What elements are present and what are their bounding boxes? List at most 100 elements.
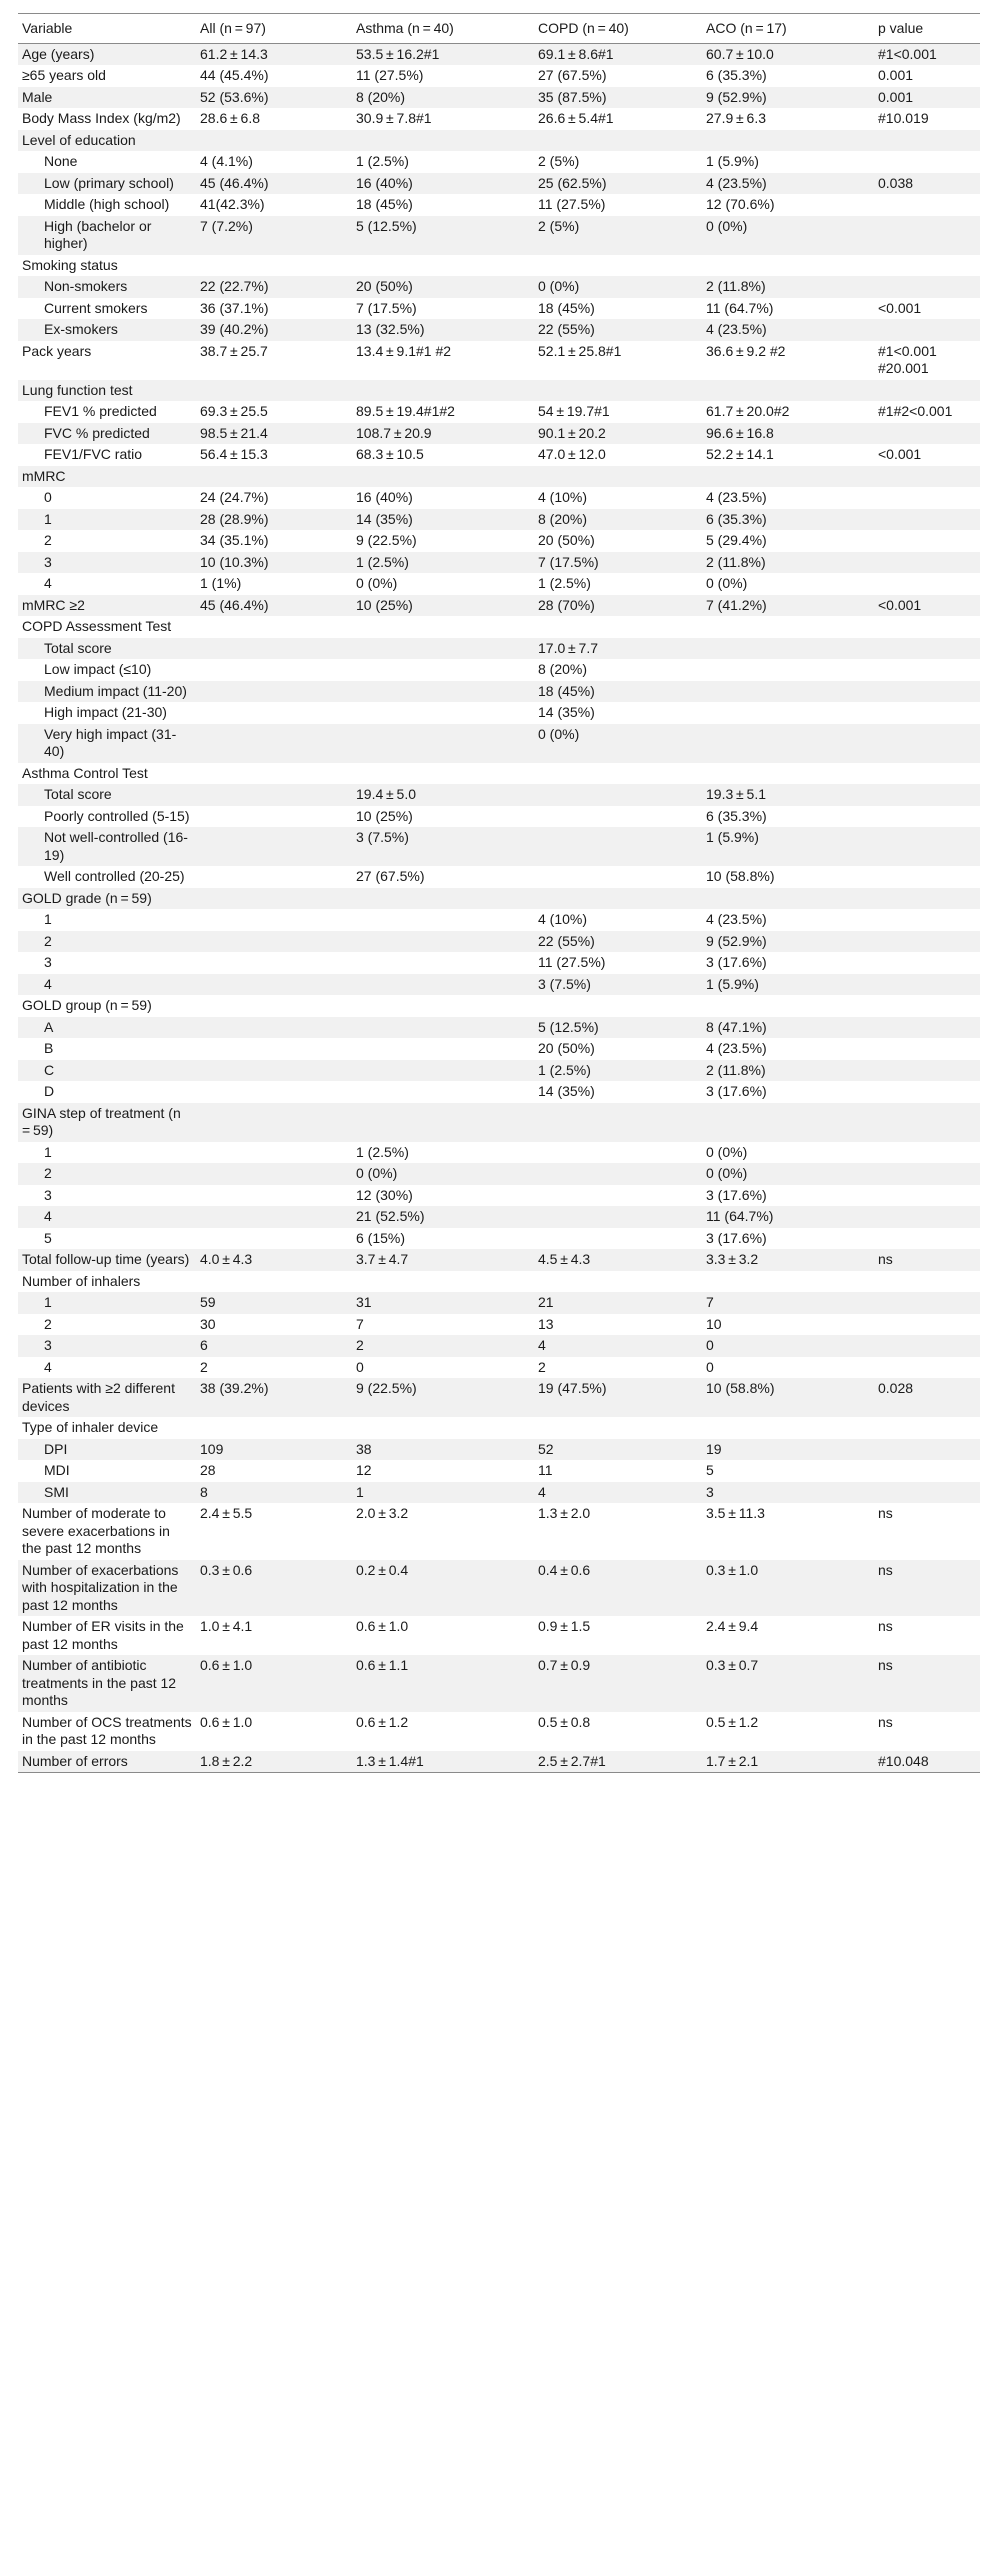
cell-p-value bbox=[874, 1460, 980, 1482]
cell-variable: Current smokers bbox=[44, 299, 148, 316]
cell-copd: 2 (5%) bbox=[538, 153, 580, 169]
table-row: FVC % predicted 98.5 ± 21.4 108.7 ± 20.9 90… bbox=[18, 422, 980, 444]
cell-asthma: 1 (2.5%) bbox=[356, 553, 409, 570]
cell-all bbox=[196, 1060, 352, 1082]
cell-all bbox=[196, 952, 352, 974]
cell-variable: GINA step of treatment (n = 59) bbox=[22, 1104, 184, 1139]
cell-all: 38.7 ± 25.7 bbox=[200, 342, 268, 359]
table-row: mMRC bbox=[18, 465, 980, 487]
cell-copd: 4 bbox=[538, 1483, 546, 1500]
cell-asthma: 38 bbox=[356, 1440, 372, 1457]
table-row: 3 6 2 4 0 bbox=[18, 1335, 980, 1357]
cell-all bbox=[196, 1228, 352, 1250]
table-row: Level of education bbox=[18, 129, 980, 152]
table-row: Smoking status bbox=[18, 254, 980, 277]
table-row: Not well-controlled (16-19) 3 (7.5%) 1 (5.… bbox=[18, 827, 980, 866]
cell-asthma: 0.6 ± 1.0 bbox=[356, 1618, 409, 1634]
cell-p-value: 0.001 bbox=[878, 67, 914, 83]
table-row: Number of ER visits in the past 12 month… bbox=[18, 1616, 980, 1655]
cell-aco bbox=[702, 995, 874, 1017]
table-row: mMRC ≥2 45 (46.4%) 10 (25%) 28 (70%) 7 (41.2… bbox=[18, 594, 980, 616]
cell-variable: 1 bbox=[44, 510, 52, 527]
cell-aco: 2 (11.8%) bbox=[706, 553, 766, 570]
cell-aco bbox=[702, 659, 874, 681]
cell-copd: 69.1 ± 8.6#1 bbox=[538, 45, 614, 62]
cell-all bbox=[196, 616, 352, 638]
cell-aco: 36.6 ± 9.2 #2 bbox=[706, 342, 786, 359]
cell-p-value bbox=[874, 1163, 980, 1185]
cell-copd: 52.1 ± 25.8#1 bbox=[538, 342, 622, 359]
cell-copd: 14 (35%) bbox=[538, 1083, 595, 1099]
table-row: Number of inhalers bbox=[18, 1270, 980, 1292]
cell-copd: 90.1 ± 20.2 bbox=[538, 424, 606, 441]
cell-all: 6 bbox=[200, 1337, 208, 1353]
cell-asthma bbox=[352, 931, 534, 953]
cell-aco: 0 (0%) bbox=[706, 217, 748, 234]
cell-copd bbox=[534, 1417, 702, 1439]
cell-asthma: 21 (52.5%) bbox=[356, 1208, 425, 1224]
cell-asthma: 9 (22.5%) bbox=[356, 1380, 417, 1396]
cell-copd: 2 (5%) bbox=[538, 217, 580, 234]
cell-aco: 10 (58.8%) bbox=[706, 868, 775, 884]
cell-variable: Low impact (≤10) bbox=[44, 661, 152, 677]
cell-aco bbox=[702, 638, 874, 660]
cell-all: 38 (39.2%) bbox=[200, 1380, 269, 1396]
table-row: Lung function test bbox=[18, 379, 980, 402]
cell-variable: MDI bbox=[44, 1462, 70, 1478]
cell-variable: 3 bbox=[44, 1186, 52, 1203]
cell-variable: A bbox=[44, 1018, 54, 1035]
cell-p-value bbox=[874, 194, 980, 216]
table-body: Age (years) 61.2 ± 14.3 53.5 ± 16.2#1 69.1 … bbox=[18, 43, 980, 1773]
cell-variable: Non-smokers bbox=[44, 278, 128, 294]
cell-all: 2 bbox=[200, 1358, 208, 1375]
cell-asthma: 16 (40%) bbox=[356, 489, 413, 505]
header-all: All (n = 97) bbox=[196, 13, 352, 44]
table-row: Asthma Control Test bbox=[18, 762, 980, 785]
cell-all bbox=[196, 827, 352, 866]
cell-aco: 5 bbox=[706, 1462, 714, 1478]
cell-variable: 1 bbox=[44, 1143, 52, 1160]
cell-copd: 11 (27.5%) bbox=[538, 954, 606, 970]
cell-p-value: #10.019 bbox=[878, 110, 929, 126]
cell-asthma: 13 (32.5%) bbox=[356, 321, 425, 337]
cell-aco bbox=[702, 380, 874, 402]
cell-all bbox=[196, 784, 352, 806]
cell-asthma bbox=[352, 616, 534, 638]
cell-asthma bbox=[352, 681, 534, 703]
table-row: MDI 28 12 11 5 bbox=[18, 1460, 980, 1482]
table-row: 2 34 (35.1%) 9 (22.5%) 20 (50%) 5 (29.4%) bbox=[18, 530, 980, 552]
cell-all: 98.5 ± 21.4 bbox=[200, 424, 268, 441]
cell-variable: 1 bbox=[44, 1294, 52, 1310]
cell-asthma: 30.9 ± 7.8#1 bbox=[356, 110, 432, 126]
cell-variable: B bbox=[44, 1040, 54, 1056]
cell-asthma bbox=[352, 763, 534, 785]
table-row: B 20 (50%) 4 (23.5%) bbox=[18, 1038, 980, 1060]
cell-all: 44 (45.4%) bbox=[200, 67, 269, 83]
cell-asthma bbox=[352, 380, 534, 402]
cell-aco: 1 (5.9%) bbox=[706, 829, 759, 845]
cell-variable: Age (years) bbox=[22, 45, 95, 62]
cell-all: 1.0 ± 4.1 bbox=[200, 1618, 253, 1634]
cell-copd: 20 (50%) bbox=[538, 532, 595, 548]
cell-asthma bbox=[352, 1017, 534, 1039]
table-row: Ex-smokers 39 (40.2%) 13 (32.5%) 22 (55%) 4 … bbox=[18, 319, 980, 341]
cell-p-value bbox=[874, 1142, 980, 1164]
cell-variable: 4 bbox=[44, 975, 52, 992]
cell-variable: Total score bbox=[44, 786, 112, 802]
cell-variable: Pack years bbox=[22, 342, 92, 359]
header-row: Variable All (n = 97) Asthma (n = 40) CO… bbox=[18, 13, 980, 44]
cell-all: 4.0 ± 4.3 bbox=[200, 1251, 253, 1267]
cell-aco: 0 (0%) bbox=[706, 1143, 748, 1160]
cell-p-value bbox=[874, 1314, 980, 1336]
table-container: Variable All (n = 97) Asthma (n = 40) CO… bbox=[18, 13, 980, 1773]
cell-variable: Patients with ≥2 different devices bbox=[22, 1380, 175, 1414]
cell-variable: Smoking status bbox=[22, 256, 118, 273]
cell-asthma bbox=[352, 888, 534, 910]
cell-variable: D bbox=[44, 1083, 55, 1099]
cell-copd bbox=[534, 1103, 702, 1142]
cell-all bbox=[196, 255, 352, 277]
cell-all bbox=[196, 130, 352, 152]
cell-variable: GOLD grade (n = 59) bbox=[22, 889, 152, 906]
cell-p-value bbox=[874, 1017, 980, 1039]
table-row: Total follow-up time (years) 4.0 ± 4.3 3.7… bbox=[18, 1249, 980, 1271]
